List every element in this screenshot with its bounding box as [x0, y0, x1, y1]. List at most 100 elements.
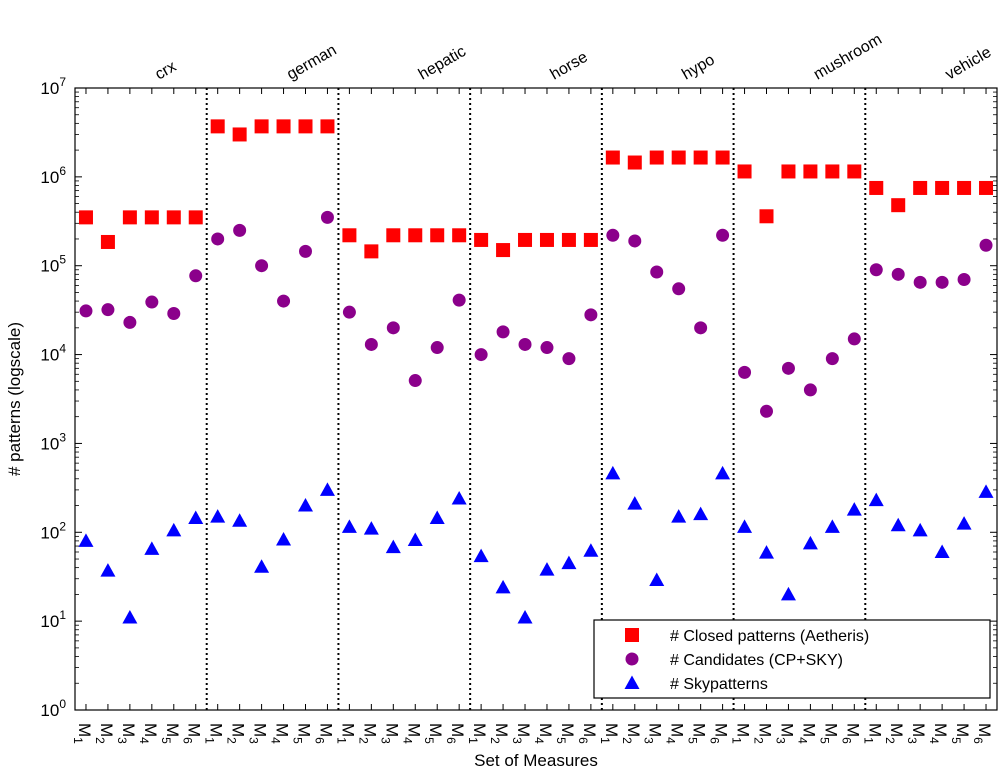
x-tick-label: M3	[905, 723, 928, 744]
series-2-point	[737, 519, 753, 533]
series-2-point	[693, 506, 709, 521]
series-1-point	[320, 210, 334, 224]
series-2-point	[122, 609, 138, 624]
series-2-point	[254, 559, 270, 573]
x-tick-label: M1	[466, 723, 489, 744]
series-0-point	[583, 232, 598, 247]
x-tick-label: M5	[291, 723, 314, 744]
y-tick-label: 106	[40, 164, 66, 187]
series-2-point	[385, 539, 401, 554]
series-1-point	[803, 383, 817, 397]
legend-label-2: # Skypatterns	[670, 676, 768, 693]
series-2-point	[495, 579, 511, 594]
series-0-point	[518, 232, 533, 247]
series-1-point	[145, 295, 159, 309]
x-tick-label: M1	[730, 723, 753, 744]
x-tick-label: M4	[532, 723, 555, 744]
x-tick-label: M5	[686, 723, 709, 744]
legend-label-1: # Candidates (CP+SKY)	[670, 652, 843, 669]
series-0-point	[144, 210, 159, 225]
series-1-point	[672, 282, 686, 296]
series-1-point	[364, 337, 378, 351]
series-0-point	[320, 119, 335, 134]
x-tick-label: M4	[795, 723, 818, 744]
series-0-point	[298, 119, 313, 134]
series-2-point	[824, 519, 840, 533]
legend-marker-2	[624, 675, 640, 689]
series-2-point	[671, 509, 687, 523]
series-2-point	[956, 516, 972, 530]
x-tick-label: M2	[488, 723, 511, 744]
series-2-point	[232, 513, 248, 527]
series-2-point	[868, 492, 884, 507]
legend-box	[593, 619, 991, 699]
x-tick-label: M6	[576, 723, 599, 744]
series-1-point	[738, 365, 752, 379]
series-1-point	[760, 404, 773, 418]
x-tick-label: M1	[334, 723, 357, 744]
x-tick-label: M3	[247, 723, 270, 744]
series-2-point	[934, 544, 950, 558]
legend-marker-1	[625, 652, 639, 666]
x-tick-label: M6	[839, 723, 862, 744]
x-tick-label: M3	[642, 723, 665, 744]
series-0-point	[342, 228, 357, 243]
series-2-point	[780, 586, 796, 601]
series-0-point	[869, 180, 884, 195]
series-1-point	[935, 275, 949, 289]
x-tick-label: M2	[93, 723, 116, 744]
x-tick-label: M3	[378, 723, 401, 744]
series-1-point	[540, 341, 554, 355]
x-tick-label: M5	[554, 723, 577, 744]
series-0-point	[847, 164, 862, 179]
x-tick-label: M2	[225, 723, 248, 744]
series-2-point	[539, 562, 555, 576]
series-1-point	[430, 341, 444, 355]
series-1-point	[562, 352, 576, 366]
y-tick-label: 103	[40, 430, 66, 453]
x-tick-label: M3	[115, 723, 138, 744]
series-1-point	[869, 263, 883, 277]
series-1-point	[518, 337, 532, 351]
x-tick-label: M3	[510, 723, 533, 744]
series-0-point	[671, 150, 686, 165]
series-2-point	[583, 543, 599, 557]
series-2-point	[561, 555, 577, 570]
series-2-point	[759, 545, 774, 559]
series-1-point	[255, 259, 269, 273]
series-1-point	[408, 374, 422, 388]
series-0-point	[276, 119, 291, 134]
x-tick-label: M1	[71, 723, 94, 744]
series-2-point	[341, 519, 357, 533]
series-2-point	[298, 498, 313, 512]
series-0-point	[496, 243, 511, 258]
legend-marker-0	[625, 628, 639, 642]
series-2-point	[166, 522, 182, 537]
series-1-point	[628, 234, 642, 248]
series-0-point	[935, 180, 950, 195]
series-0-point	[408, 228, 423, 243]
series-0-point	[122, 210, 137, 225]
series-2-point	[890, 517, 906, 532]
x-tick-label: M2	[883, 723, 906, 744]
series-1-point	[891, 267, 905, 281]
x-tick-label: M1	[203, 723, 226, 744]
series-0-point	[825, 164, 840, 179]
series-1-point	[913, 275, 927, 289]
series-2-point	[605, 465, 621, 480]
series-0-point	[737, 164, 752, 179]
series-2-point	[473, 548, 489, 563]
x-tick-label: M6	[708, 723, 731, 744]
series-1-point	[101, 303, 115, 317]
series-0-point	[649, 150, 664, 165]
x-tick-label: M6	[312, 723, 335, 744]
series-1-point	[496, 325, 510, 339]
series-0-point	[232, 127, 247, 142]
series-1-point	[979, 238, 993, 252]
series-0-point	[364, 244, 379, 259]
series-0-point	[452, 228, 467, 243]
series-0-point	[210, 119, 225, 134]
x-tick-label: M5	[949, 723, 972, 744]
series-0-point	[430, 228, 445, 243]
